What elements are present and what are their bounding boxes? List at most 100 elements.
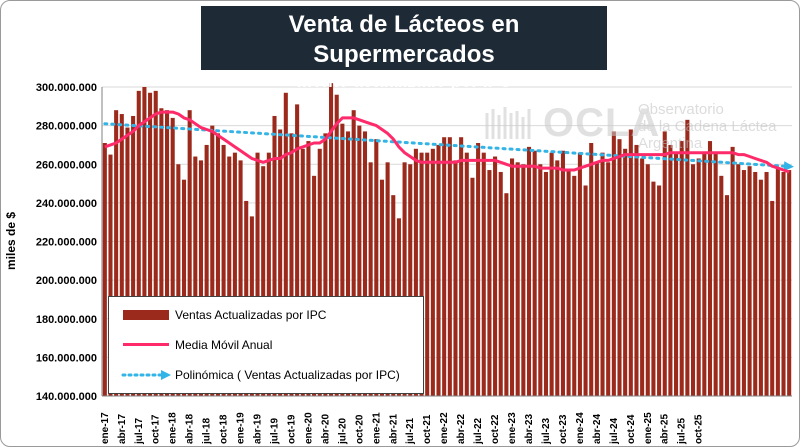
x-tick-label: oct-20 (354, 414, 365, 444)
x-tick-label: ene-18 (168, 412, 179, 444)
bar (583, 185, 588, 396)
x-tick-label: ene-21 (371, 412, 382, 444)
bar (674, 152, 679, 396)
bar (464, 152, 469, 396)
bar (555, 160, 560, 396)
y-tick-label: 200.000.000 (36, 275, 97, 287)
bar (289, 133, 294, 396)
bar (577, 152, 582, 396)
bar (781, 171, 786, 396)
ocla-logo-icon (485, 107, 531, 139)
watermark-brand: OCLA (543, 101, 661, 145)
y-tick-label: 260.000.000 (36, 159, 97, 171)
bar (261, 166, 266, 396)
y-tick-label: 300.000.000 (36, 82, 97, 94)
x-tick-label: ene-22 (439, 412, 450, 444)
bar (108, 154, 113, 396)
y-tick-label: 240.000.000 (36, 198, 97, 210)
bar (295, 104, 300, 396)
bar (210, 125, 215, 396)
legend-item-moving-avg: Media Móvil Anual (109, 335, 423, 355)
bar (572, 175, 577, 396)
x-tick-label: oct-17 (151, 414, 162, 444)
bar (713, 152, 718, 396)
x-tick-label: jul-17 (134, 417, 145, 445)
bar (787, 170, 792, 396)
watermark-line3: Argentina (638, 135, 703, 152)
bar (611, 131, 616, 396)
bar (634, 144, 639, 396)
bar (645, 164, 650, 396)
bar (747, 166, 752, 396)
bar (329, 83, 334, 396)
bar (176, 164, 181, 396)
bar (685, 119, 690, 397)
bar (136, 90, 141, 397)
x-tick-label: jul-25 (677, 417, 688, 445)
x-tick-label: abr-22 (456, 414, 467, 444)
bar (357, 125, 362, 396)
watermark-subtitle: Observatorio de la Cadena Láctea Argenti… (638, 101, 788, 152)
bar (702, 152, 707, 396)
bar (640, 158, 645, 396)
watermark: OCLA Observatorio de la Cadena Láctea Ar… (483, 99, 783, 159)
y-tick-label: 160.000.000 (36, 352, 97, 364)
bar (758, 179, 763, 396)
chart-title-box: Venta de Lácteos en Supermercados - mont… (201, 6, 607, 91)
bar (543, 171, 549, 396)
x-tick-label: oct-25 (694, 414, 705, 444)
bar (657, 185, 662, 396)
x-tick-label: oct-23 (558, 414, 569, 444)
bar (628, 129, 633, 397)
x-tick-label: abr-20 (320, 414, 331, 444)
legend-label-bars: Ventas Actualizadas por IPC (175, 308, 327, 322)
bar (453, 160, 458, 396)
y-tick-label: 180.000.000 (36, 314, 97, 326)
bar (408, 164, 413, 396)
x-tick-label: oct-19 (286, 414, 297, 444)
bar (526, 146, 532, 396)
bar (696, 158, 701, 396)
legend-item-poly: Polinómica ( Ventas Actualizadas por IPC… (109, 365, 423, 385)
bar (589, 143, 594, 396)
bar (521, 164, 526, 396)
legend-label-moving-avg: Media Móvil Anual (175, 338, 273, 352)
x-tick-label: abr-19 (253, 414, 264, 444)
bar (300, 148, 305, 396)
bar (193, 156, 198, 396)
bar (266, 152, 271, 396)
bar (447, 137, 452, 396)
x-tick-label: oct-22 (490, 414, 501, 444)
x-tick-label: ene-17 (100, 412, 111, 444)
bar (560, 150, 565, 396)
chart-legend: Ventas Actualizadas por IPC Media Móvil … (108, 296, 424, 394)
bar (617, 139, 622, 397)
bar (753, 171, 758, 396)
legend-label-poly: Polinómica ( Ventas Actualizadas por IPC… (175, 368, 400, 382)
x-tick-label: jul-21 (405, 417, 416, 445)
bar (351, 110, 356, 397)
bar (413, 148, 418, 396)
x-tick-label: jul-18 (202, 417, 213, 445)
x-tick-label: abr-17 (117, 414, 128, 444)
bar (153, 90, 158, 397)
x-tick-label: oct-24 (626, 414, 637, 444)
bar (730, 146, 735, 396)
bar (142, 87, 147, 396)
x-tick-label: ene-23 (507, 412, 518, 444)
x-tick-label: jul-23 (541, 417, 552, 445)
watermark-line1: Observatorio (638, 101, 724, 118)
x-tick-label: oct-18 (219, 414, 230, 444)
bar (470, 177, 475, 396)
bar (510, 158, 515, 396)
bar (419, 152, 424, 396)
y-tick-label: 140.000.000 (36, 391, 97, 403)
chart-subtitle: - monto actualizado por IPC - (286, 72, 522, 91)
bar (719, 175, 724, 396)
x-tick-label: jul-24 (609, 417, 620, 445)
chart-title: Venta de Lácteos en Supermercados (288, 11, 520, 68)
bar (430, 148, 435, 396)
bar (181, 179, 187, 396)
bar (662, 131, 667, 396)
bar (623, 148, 628, 396)
